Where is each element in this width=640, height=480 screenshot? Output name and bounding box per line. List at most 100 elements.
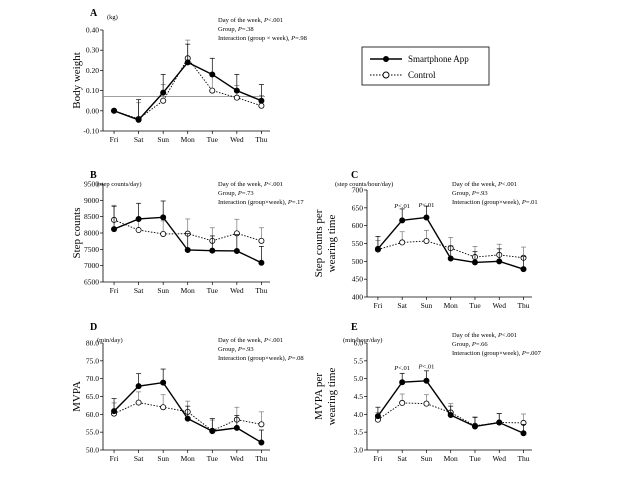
unit-label: (step counts/day): [97, 181, 142, 188]
p-value: =.93: [242, 346, 254, 353]
y-tick-label: 0.40: [86, 26, 99, 35]
y-tick-label: 6.0: [354, 339, 364, 348]
y-tick-label: 8000: [84, 229, 99, 238]
series-smartphone-app: [111, 200, 265, 266]
p-symbol: P: [393, 203, 398, 210]
unit-label: (min/day): [97, 337, 123, 344]
p-symbol: P: [418, 202, 423, 209]
app-point: [184, 59, 191, 66]
p-value-label: P<.01: [418, 364, 435, 371]
y-tick-label: 50.0: [86, 446, 99, 455]
p-value: =.38: [242, 26, 254, 33]
app-point: [520, 266, 527, 273]
x-tick-label: Mon: [444, 454, 458, 463]
control-point: [160, 97, 167, 104]
p-value: =.66: [476, 341, 489, 348]
app-point: [258, 439, 265, 446]
x-tick-label: Fri: [110, 135, 119, 144]
x-tick-label: Tue: [207, 286, 219, 295]
p-symbol: P: [471, 190, 476, 197]
stats-annotation-2: Group, P=.93: [452, 190, 488, 197]
y-tick-label: 0.20: [86, 66, 99, 75]
y-tick-label: 500: [352, 257, 364, 266]
app-point: [160, 214, 167, 221]
stats-annotation-1: Day of the week, P<.001: [218, 17, 283, 24]
app-point: [135, 116, 142, 123]
control-line: [113, 57, 262, 120]
panel-letter: C: [351, 170, 358, 181]
x-tick-label: Sat: [134, 454, 145, 463]
control-point: [258, 237, 265, 244]
app-point: [111, 107, 118, 114]
y-tick-label: 650: [352, 203, 364, 212]
stats-text: Interaction (group×week),: [452, 199, 522, 206]
x-tick-label: Sat: [134, 286, 145, 295]
legend-control-label: Control: [408, 70, 436, 80]
y-tick-label: 600: [352, 221, 364, 230]
stats-text: Interaction (group×week),: [218, 199, 288, 206]
panel-letter: E: [351, 322, 358, 333]
y-axis-label: Body weight: [71, 52, 83, 109]
x-tick-label: Wed: [492, 454, 506, 463]
y-tick-label: 9500: [84, 180, 99, 189]
x-tick-label: Thu: [255, 135, 267, 144]
legend-app-label: Smartphone App: [408, 54, 469, 64]
legend-control-marker: [382, 71, 390, 79]
stats-annotation-1: Day of the week, P<.001: [452, 181, 517, 188]
stats-annotation-3: Interaction (group×week), P=.08: [218, 355, 304, 362]
control-point: [233, 94, 240, 101]
x-tick-label: Wed: [230, 454, 244, 463]
p-value: =.01: [526, 199, 538, 206]
p-value: <.01: [423, 202, 435, 209]
app-point: [258, 97, 265, 104]
app-point: [209, 428, 216, 435]
x-tick-label: Sun: [157, 454, 169, 463]
x-tick-label: Sat: [397, 301, 408, 310]
app-point: [374, 245, 381, 252]
stats-text: Interaction (group×week),: [218, 355, 288, 362]
app-point: [471, 259, 478, 266]
unit-label: (min/hour/day): [343, 337, 382, 344]
panel-a: -0.10 0.00 0.10 0.20 0.30 0.40 Fri Sat Sun Mon Tue…: [71, 8, 307, 144]
app-point: [160, 379, 167, 386]
stats-text: Interaction (group × week),: [218, 35, 291, 42]
y-tick-label: 3.5: [354, 428, 364, 437]
p-value: =.73: [242, 190, 254, 197]
panel-e: 3.0 3.5 4.0 4.5 5.0 5.5 6.0 Fri Sat Sun Mon Tue Wed T…: [313, 322, 542, 463]
p-value: =.007: [526, 350, 542, 357]
p-value: <.001: [268, 181, 283, 188]
app-point: [135, 215, 142, 222]
y-tick-label: 9000: [84, 196, 99, 205]
p-value: =.93: [476, 190, 488, 197]
stats-annotation-3: Interaction (group × week), P=.98: [218, 35, 307, 42]
app-point: [233, 247, 240, 254]
app-point: [160, 89, 167, 96]
series-smartphone-app: [111, 368, 265, 446]
stats-annotation-2: Group, P=.73: [218, 190, 254, 197]
stats-annotation-1: Day of the week, P<.001: [452, 332, 517, 339]
app-point: [399, 379, 406, 386]
x-tick-label: Tue: [207, 454, 219, 463]
y-tick-label: 60.0: [86, 410, 99, 419]
unit-label: (kg): [107, 14, 118, 21]
panel-letter: D: [90, 322, 97, 333]
y-tick-label: 0.30: [86, 46, 99, 55]
x-tick-label: Thu: [517, 301, 529, 310]
y-tick-label: 0.00: [86, 106, 99, 115]
p-value-label: P<.01: [418, 202, 435, 209]
x-tick-label: Wed: [230, 286, 244, 295]
app-point: [447, 412, 454, 419]
p-value-label: P<.01: [393, 203, 410, 210]
y-tick-label: 75.0: [86, 356, 99, 365]
stats-annotation-2: Group, P=.93: [218, 346, 254, 353]
y-tick-label: 5.0: [354, 374, 364, 383]
y-tick-label: 7500: [84, 245, 99, 254]
control-point: [160, 230, 167, 237]
control-point: [135, 227, 142, 234]
y-tick-label: 55.0: [86, 428, 99, 437]
p-value: <.01: [398, 203, 410, 210]
x-tick-label: Tue: [469, 301, 481, 310]
stats-text: Group,: [218, 346, 238, 353]
y-tick-label: 400: [352, 293, 364, 302]
app-point: [447, 255, 454, 262]
